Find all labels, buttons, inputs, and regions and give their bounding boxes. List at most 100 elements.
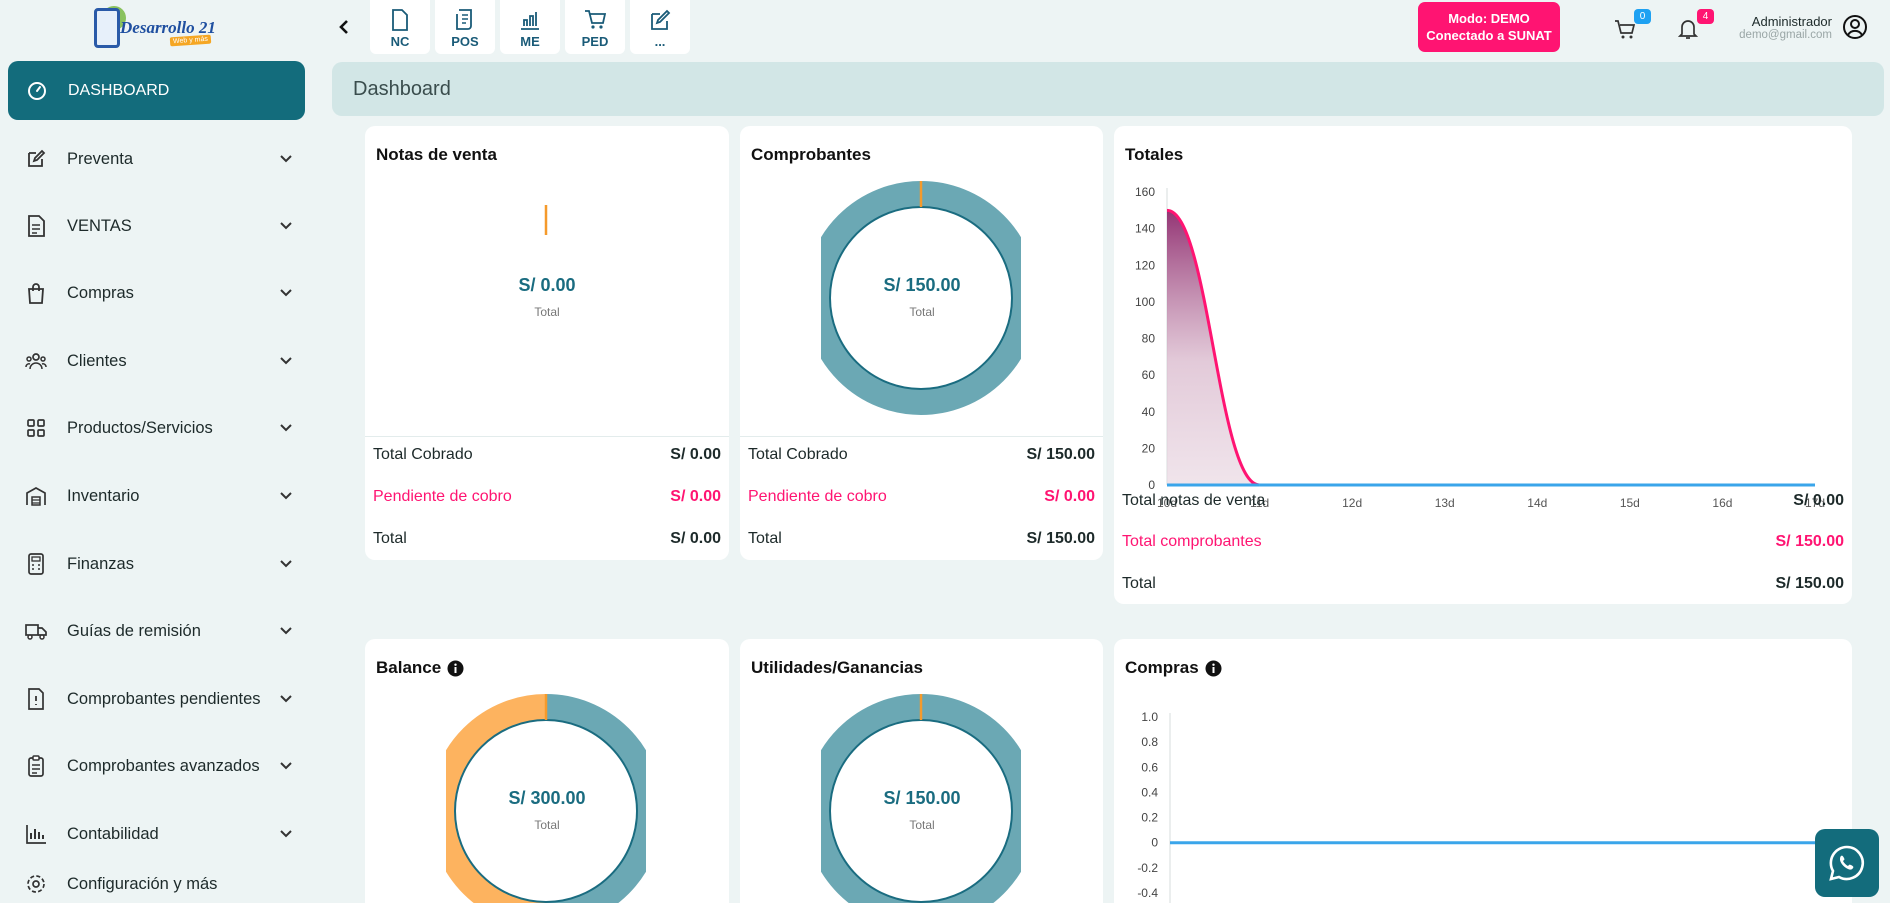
series-line-comprobantes — [1166, 208, 1260, 487]
donut-center-label: Total — [534, 305, 560, 319]
cart-icon — [1615, 20, 1636, 39]
cart-button[interactable] — [1612, 16, 1638, 42]
chart-bar-icon — [24, 822, 48, 846]
sidebar-item-label: DASHBOARD — [68, 81, 170, 99]
summary-row: Total S/ 0.00 — [373, 530, 721, 548]
sidebar-item-label: Contabilidad — [67, 824, 159, 843]
info-icon[interactable] — [447, 660, 464, 677]
row-label: Total comprobantes — [1122, 533, 1262, 550]
sidebar-item-label: Productos/Servicios — [67, 418, 213, 437]
x-tick-label: 16d — [1712, 496, 1732, 510]
user-menu-button[interactable] — [1842, 14, 1868, 40]
row-label: Total notas de venta — [1122, 492, 1266, 509]
chevron-down-icon — [279, 624, 293, 638]
chevron-down-icon — [279, 557, 293, 571]
donut-segment-right — [545, 694, 646, 903]
y-tick-label: 40 — [1142, 405, 1156, 419]
summary-row: Pendiente de cobro S/ 0.00 — [373, 488, 721, 506]
compras-card: Compras 1.0 0.8 0.6 0.4 0.2 0 -0.2 -0.4 — [1114, 639, 1852, 903]
totales-card: Totales 0 20 40 60 80 100 120 140 160 10d 11d 12d 13… — [1114, 126, 1852, 604]
sidebar-item-configuracion[interactable]: Configuración y más — [8, 864, 305, 903]
company-logo[interactable]: Desarrollo 21 Web y más — [94, 6, 220, 52]
cart-icon — [583, 8, 607, 32]
quick-action-nc[interactable]: NC — [370, 0, 430, 54]
sidebar-item-guias[interactable]: Guías de remisión — [8, 611, 305, 651]
demo-mode-badge[interactable]: Modo: DEMO Conectado a SUNAT — [1418, 2, 1560, 52]
x-tick-label: 10d — [1157, 496, 1177, 510]
row-label: Total — [1122, 575, 1156, 592]
card-title: Notas de venta — [376, 145, 497, 164]
chevron-down-icon — [279, 152, 293, 166]
shopping-bag-icon — [24, 281, 48, 305]
summary-row: Total Cobrado S/ 0.00 — [373, 446, 721, 464]
chevron-down-icon — [279, 489, 293, 503]
y-tick-label: 1.0 — [1141, 710, 1158, 724]
bell-icon — [1678, 20, 1698, 39]
sidebar-item-clientes[interactable]: Clientes — [8, 341, 305, 381]
y-tick-label: -0.4 — [1137, 886, 1158, 900]
users-icon — [24, 349, 48, 373]
notifications-button[interactable] — [1675, 16, 1701, 42]
collapse-sidebar-button[interactable] — [334, 16, 354, 38]
sidebar-item-finanzas[interactable]: Finanzas — [8, 544, 305, 584]
row-value: S/ 150.00 — [1026, 530, 1096, 547]
user-email: demo@gmail.com — [1739, 29, 1832, 41]
y-tick-label: 0 — [1151, 836, 1158, 850]
truck-icon — [24, 619, 48, 643]
quick-action-label: ... — [654, 34, 666, 49]
receipt-icon — [453, 8, 477, 32]
summary-row: Total Cobrado S/ 150.00 — [748, 446, 1095, 464]
row-value: S/ 150.00 — [1026, 446, 1096, 463]
y-tick-label: 100 — [1135, 295, 1155, 309]
balance-card: Balance S/ 300.00 Total — [365, 639, 729, 903]
row-value: S/ 150.00 — [1775, 533, 1845, 550]
info-icon[interactable] — [1205, 660, 1222, 677]
sidebar-item-label: Configuración y más — [67, 874, 218, 893]
chevron-down-icon — [279, 354, 293, 368]
quick-action-pos[interactable]: POS — [435, 0, 495, 54]
quick-action-label: PED — [581, 34, 609, 49]
donut-inner-border — [829, 206, 1013, 390]
pending-doc-icon — [24, 687, 48, 711]
y-tick-label: 60 — [1142, 368, 1156, 382]
page-title: Dashboard — [353, 77, 451, 100]
summary-row: Total comprobantes S/ 150.00 — [1122, 533, 1844, 551]
row-label: Total — [748, 530, 782, 547]
sidebar-item-dashboard[interactable]: DASHBOARD — [8, 61, 305, 120]
quick-action-me[interactable]: ME — [500, 0, 560, 54]
x-tick-label: 13d — [1435, 496, 1455, 510]
speedometer-icon — [26, 80, 48, 102]
donut-center-value: S/ 150.00 — [883, 275, 961, 295]
row-value: S/ 0.00 — [670, 530, 721, 547]
sidebar-item-productos[interactable]: Productos/Servicios — [8, 408, 305, 448]
sidebar-item-inventario[interactable]: Inventario — [8, 476, 305, 516]
quick-action-more[interactable]: ... — [630, 0, 690, 54]
row-value: S/ 0.00 — [670, 446, 721, 463]
sidebar-item-preventa[interactable]: Preventa — [8, 139, 305, 179]
gear-icon — [24, 872, 48, 896]
chevron-down-icon — [279, 759, 293, 773]
chevron-down-icon — [279, 286, 293, 300]
row-value: S/ 0.00 — [1793, 492, 1844, 509]
card-title: Utilidades/Ganancias — [751, 658, 923, 677]
sidebar-item-comprobantes-avanzados[interactable]: Comprobantes avanzados — [8, 746, 305, 786]
notas-de-venta-card: Notas de venta S/ 0.00 Total Total Cobra… — [365, 126, 729, 560]
chevron-down-icon — [279, 827, 293, 841]
x-tick-label: 11d — [1250, 496, 1269, 510]
sidebar-item-comprobantes-pendientes[interactable]: Comprobantes pendientes — [8, 679, 305, 719]
y-tick-label: 120 — [1135, 258, 1155, 272]
row-label: Total Cobrado — [373, 446, 473, 463]
summary-row: Total S/ 150.00 — [748, 530, 1095, 548]
donut-center-value: S/ 0.00 — [518, 275, 576, 295]
donut-center-value: S/ 150.00 — [883, 788, 961, 808]
sidebar-item-ventas[interactable]: VENTAS — [8, 206, 305, 246]
sidebar-item-label: Clientes — [67, 351, 127, 370]
donut-segment-left — [446, 694, 547, 903]
y-tick-label: 0.2 — [1141, 811, 1158, 825]
row-label: Pendiente de cobro — [373, 488, 512, 505]
grid-icon — [24, 416, 48, 440]
whatsapp-button[interactable] — [1815, 829, 1879, 897]
sidebar-item-contabilidad[interactable]: Contabilidad — [8, 814, 305, 854]
sidebar-item-compras[interactable]: Compras — [8, 273, 305, 313]
quick-action-ped[interactable]: PED — [565, 0, 625, 54]
